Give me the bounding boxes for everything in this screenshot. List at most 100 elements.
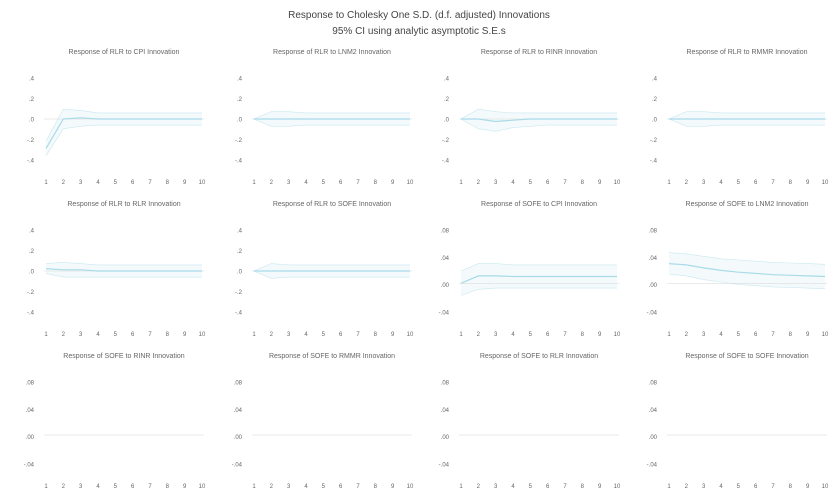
y-tick-label: -.2 xyxy=(235,290,243,296)
x-tick-label: 3 xyxy=(287,484,291,489)
y-tick-label: -.04 xyxy=(439,311,450,317)
ci-bound-line xyxy=(45,262,202,266)
irf-panel: Response of SOFE to RLR Innovation .08 .04… xyxy=(439,353,621,489)
x-tick-label: 10 xyxy=(199,332,206,338)
irf-panel: Response of RLR to CPI Innovation .4 .2 .0 -… xyxy=(27,49,206,186)
x-tick-label: 9 xyxy=(598,180,602,186)
x-tick-label: 2 xyxy=(270,484,274,489)
x-tick-label: 4 xyxy=(719,180,723,186)
y-tick-label: .2 xyxy=(444,97,450,103)
y-tick-label: -.04 xyxy=(439,463,450,469)
ci-bound-line xyxy=(45,273,202,278)
response-line xyxy=(45,268,202,272)
response-line xyxy=(460,275,617,284)
x-tick-label: 9 xyxy=(806,180,810,186)
x-tick-label: 6 xyxy=(754,484,758,489)
x-tick-label: 7 xyxy=(563,484,567,489)
x-tick-label: 10 xyxy=(199,484,206,489)
x-tick-label: 8 xyxy=(581,332,585,338)
y-tick-label: .04 xyxy=(441,408,450,414)
x-tick-label: 7 xyxy=(356,332,360,338)
y-tick-label: .4 xyxy=(652,77,658,83)
y-tick-label: .2 xyxy=(652,97,658,103)
y-tick-label: .08 xyxy=(234,381,243,387)
panel-title: Response of RLR to RINR Innovation xyxy=(481,49,597,56)
x-tick-label: 5 xyxy=(114,484,118,489)
ci-bound-line xyxy=(668,118,825,127)
y-tick-label: -.4 xyxy=(27,159,35,165)
x-tick-label: 6 xyxy=(754,332,758,338)
x-tick-label: 7 xyxy=(148,180,152,186)
x-tick-label: 5 xyxy=(114,332,118,338)
x-tick-label: 7 xyxy=(563,180,567,186)
y-tick-label: -.04 xyxy=(647,463,658,469)
y-tick-label: .00 xyxy=(649,435,658,441)
response-line xyxy=(45,117,202,149)
x-tick-label: 2 xyxy=(685,484,689,489)
y-tick-label: -.04 xyxy=(232,463,243,469)
y-tick-label: .04 xyxy=(26,408,35,414)
irf-panel: Response of SOFE to RINR Innovation .08 .0… xyxy=(24,353,206,489)
ci-bound-line xyxy=(460,287,617,296)
x-tick-label: 1 xyxy=(44,180,48,186)
irf-panel: Response of RLR to RINR Innovation .4 .2 .0… xyxy=(442,49,621,186)
ci-bound-line xyxy=(253,270,410,279)
x-tick-label: 10 xyxy=(199,180,206,186)
x-tick-label: 8 xyxy=(581,180,585,186)
panel-title: Response of SOFE to RMMR Innovation xyxy=(269,353,395,360)
x-tick-label: 9 xyxy=(391,484,395,489)
panel-title: Response of RLR to CPI Innovation xyxy=(69,49,180,56)
x-tick-label: 9 xyxy=(806,484,810,489)
x-tick-label: 8 xyxy=(166,484,170,489)
x-tick-label: 8 xyxy=(166,332,170,338)
x-tick-label: 1 xyxy=(252,332,256,338)
x-tick-label: 10 xyxy=(822,332,829,338)
x-tick-label: 3 xyxy=(702,180,706,186)
panel-title: Response of SOFE to RINR Innovation xyxy=(63,353,184,360)
x-tick-label: 9 xyxy=(391,180,395,186)
x-tick-label: 8 xyxy=(374,332,378,338)
y-tick-label: .4 xyxy=(237,77,243,83)
x-tick-label: 3 xyxy=(494,180,498,186)
y-tick-label: .0 xyxy=(29,270,35,276)
x-tick-label: 10 xyxy=(822,484,829,489)
y-tick-label: -.2 xyxy=(235,138,243,144)
irf-panel: Response of SOFE to LNM2 Innovation .08 .0… xyxy=(647,201,829,338)
confidence-band xyxy=(461,263,617,296)
y-tick-label: .2 xyxy=(237,97,243,103)
ci-bound-line xyxy=(668,273,826,290)
x-tick-label: 2 xyxy=(62,484,66,489)
x-tick-label: 1 xyxy=(44,332,48,338)
x-tick-label: 8 xyxy=(789,332,793,338)
y-tick-label: .08 xyxy=(441,229,450,235)
x-tick-label: 6 xyxy=(131,484,135,489)
x-tick-label: 3 xyxy=(702,484,706,489)
y-tick-label: -.2 xyxy=(442,138,450,144)
y-tick-label: .0 xyxy=(444,118,450,124)
x-tick-label: 6 xyxy=(339,332,343,338)
x-tick-label: 2 xyxy=(477,180,481,186)
x-tick-label: 7 xyxy=(771,484,775,489)
x-tick-label: 4 xyxy=(96,332,100,338)
x-tick-label: 6 xyxy=(339,180,343,186)
x-tick-label: 1 xyxy=(667,332,671,338)
ci-bound-line xyxy=(668,252,826,265)
x-tick-label: 2 xyxy=(685,332,689,338)
x-tick-label: 9 xyxy=(598,484,602,489)
x-tick-label: 9 xyxy=(806,332,810,338)
x-tick-label: 5 xyxy=(322,180,326,186)
y-tick-label: .4 xyxy=(29,229,35,235)
x-tick-label: 5 xyxy=(529,332,533,338)
y-tick-label: -.04 xyxy=(24,463,35,469)
x-tick-label: 3 xyxy=(494,332,498,338)
figure-subtitle: 95% CI using analytic asymptotic S.E.s xyxy=(332,26,506,37)
y-tick-label: .08 xyxy=(26,381,35,387)
x-tick-label: 10 xyxy=(407,484,414,489)
panel-title: Response of SOFE to CPI Innovation xyxy=(481,201,597,208)
y-tick-label: .0 xyxy=(237,118,243,124)
x-tick-label: 3 xyxy=(287,180,291,186)
x-tick-label: 6 xyxy=(754,180,758,186)
irf-panel: Response of RLR to RMMR Innovation .4 .2 .0… xyxy=(650,49,829,186)
x-tick-label: 8 xyxy=(581,484,585,489)
